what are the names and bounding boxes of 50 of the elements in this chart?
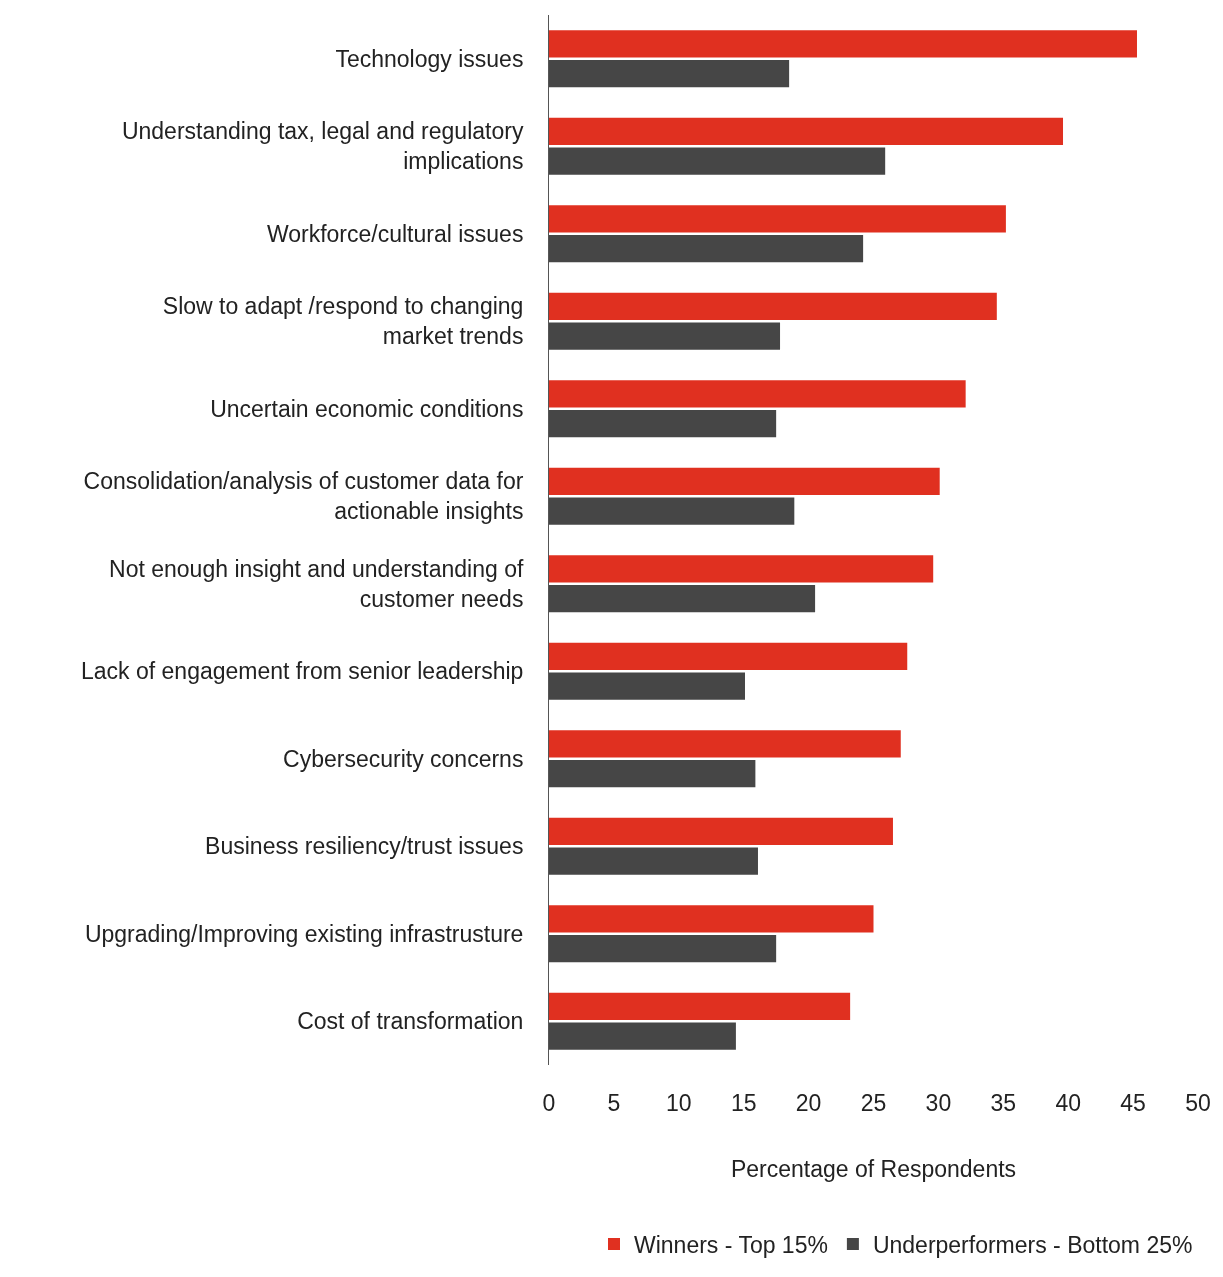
bar — [549, 497, 795, 525]
bar — [549, 730, 901, 758]
bar — [549, 30, 1137, 58]
y-tick-label: Technology issues — [335, 45, 524, 72]
bar — [549, 292, 997, 321]
y-tick-label: Slow to adapt /respond to changing market trends — [162, 293, 524, 350]
x-tick-label: 35 — [990, 1090, 1017, 1116]
y-tick-label: Uncertain economic conditions — [210, 395, 524, 422]
y-tick-label: Workforce/cultural issues — [266, 220, 524, 247]
y-tick-label: Cost of transformation — [297, 1008, 524, 1035]
x-tick-label: 50 — [1185, 1090, 1211, 1116]
x-axis-title: Percentage of Respondents — [730, 1155, 1017, 1182]
bar — [549, 147, 886, 175]
x-tick-label: 25 — [860, 1090, 887, 1116]
x-tick-label: 5 — [607, 1090, 621, 1116]
x-tick-label: 45 — [1120, 1090, 1146, 1116]
bar — [549, 759, 756, 788]
bar — [549, 905, 874, 933]
y-tick-label: Cybersecurity concerns — [283, 745, 524, 772]
bar — [549, 322, 781, 350]
bar — [549, 992, 851, 1021]
bar — [549, 409, 777, 438]
bar — [549, 934, 777, 963]
bar — [549, 59, 790, 88]
x-tick-label: 15 — [730, 1090, 757, 1116]
bar — [549, 117, 1064, 146]
bar — [549, 380, 966, 408]
y-tick-label: Business resiliency/trust issues — [205, 833, 524, 860]
bar — [549, 847, 758, 875]
y-tick-label: Understanding tax, legal and regulatory implications — [121, 118, 524, 175]
bar — [549, 642, 908, 671]
legend-label: Underperformers - Bottom 25% — [872, 1231, 1193, 1258]
x-tick-label: 30 — [925, 1090, 952, 1116]
bar — [549, 205, 1006, 233]
x-tick-label: 0 — [542, 1090, 556, 1116]
bar — [549, 672, 745, 700]
x-tick-label: 40 — [1055, 1090, 1081, 1116]
bar — [549, 555, 934, 583]
y-tick-label: Upgrading/Improving existing infrastrusture — [84, 920, 524, 947]
legend-label: Winners - Top 15% — [634, 1231, 828, 1258]
bar — [549, 467, 940, 496]
bar — [549, 1022, 736, 1050]
y-tick-label: Lack of engagement from senior leadership — [81, 658, 524, 685]
y-tick-label: Not enough insight and understanding of customer needs — [109, 555, 524, 612]
bar — [549, 584, 816, 613]
bar — [549, 817, 893, 846]
bar — [549, 234, 864, 263]
y-tick-label: Consolidation/analysis of customer data for actionable insights — [83, 468, 524, 525]
x-tick-label: 10 — [666, 1090, 692, 1116]
x-tick-label: 20 — [795, 1090, 822, 1116]
